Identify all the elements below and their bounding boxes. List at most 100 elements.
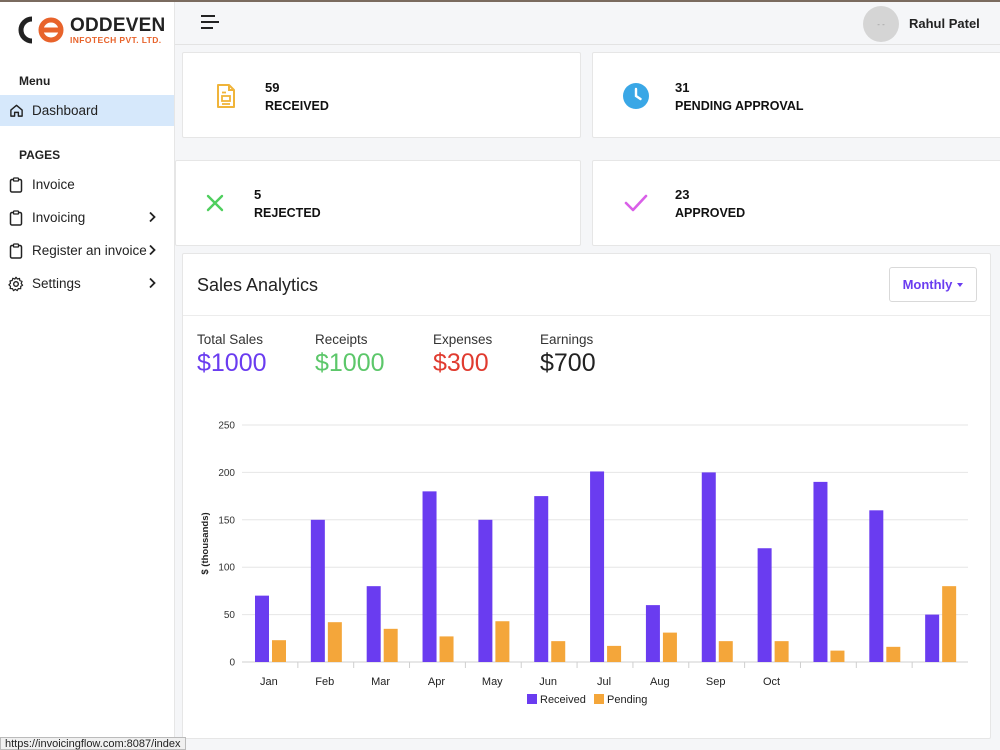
pages-heading: PAGES	[19, 148, 61, 162]
sidebar: ODDEVEN INFOTECH PVT. LTD. Menu Dashboar…	[0, 2, 175, 750]
sidebar-item-label: Invoicing	[32, 210, 86, 225]
x-tick-label: Mar	[371, 676, 390, 688]
bar-received	[310, 519, 325, 662]
bar-pending	[272, 640, 286, 662]
chevron-right-icon	[149, 277, 156, 289]
bar-received	[590, 471, 605, 662]
metric-label: Total Sales	[197, 332, 264, 347]
bar-received	[422, 491, 437, 662]
bar-pending	[551, 641, 566, 662]
stat-value: 31	[675, 80, 690, 95]
brand-mark-icon	[18, 16, 64, 44]
bar-pending	[774, 641, 789, 662]
received-icon-box	[197, 67, 254, 124]
bar-received	[478, 519, 493, 662]
sidebar-item-invoicing[interactable]: Invoicing	[0, 202, 174, 233]
stat-label: RECEIVED	[265, 99, 329, 113]
x-tick-label: Sep	[706, 676, 726, 688]
period-dropdown-label: Monthly	[902, 277, 953, 292]
x-tick-label: May	[482, 676, 503, 688]
stat-card-approved: 23 APPROVED	[592, 160, 1000, 246]
x-icon	[206, 194, 223, 211]
y-tick-label: 200	[218, 468, 235, 479]
clipboard-icon	[8, 209, 24, 226]
sidebar-item-label: Dashboard	[32, 103, 99, 118]
metric-label: Earnings	[540, 332, 594, 347]
bar-received	[813, 481, 828, 662]
top-header: - - Rahul Patel	[175, 2, 1000, 45]
legend-swatch-pending	[594, 694, 604, 704]
brand-logo[interactable]: ODDEVEN INFOTECH PVT. LTD.	[18, 14, 165, 46]
y-tick-label: 50	[224, 610, 236, 621]
stat-card-received: 59 RECEIVED	[182, 52, 581, 138]
gear-icon	[8, 276, 24, 292]
metric-total-sales: Total Sales $1000	[197, 332, 267, 378]
stat-card-pending-approval: 31 PENDING APPROVAL	[592, 52, 1000, 138]
chevron-right-icon	[149, 244, 156, 256]
stat-value: 5	[254, 187, 262, 202]
y-tick-label: 150	[218, 515, 235, 526]
menu-toggle-icon[interactable]	[201, 14, 219, 30]
sidebar-item-register-invoice[interactable]: Register an invoice	[0, 235, 174, 266]
metric-value: $1000	[315, 349, 385, 377]
x-tick-label: Aug	[650, 676, 670, 688]
brand-subtitle: INFOTECH PVT. LTD.	[70, 34, 162, 45]
sidebar-item-invoice[interactable]: Invoice	[0, 169, 174, 200]
clipboard-icon	[8, 176, 24, 193]
bar-pending	[830, 650, 845, 662]
sidebar-item-label: Register an invoice	[32, 243, 147, 258]
bar-pending	[607, 645, 622, 662]
bar-received	[757, 548, 772, 662]
metric-expenses: Expenses $300	[433, 332, 492, 378]
bar-pending	[439, 636, 454, 662]
document-icon	[216, 83, 235, 108]
stat-label: APPROVED	[675, 206, 746, 220]
sales-title: Sales Analytics	[197, 275, 319, 295]
metric-value: $300	[433, 349, 489, 377]
bar-received	[255, 595, 269, 662]
x-tick-label: Oct	[763, 676, 780, 688]
avatar[interactable]: - -	[863, 6, 899, 42]
bar-pending	[942, 586, 957, 662]
bar-received	[366, 586, 381, 662]
metric-receipts: Receipts $1000	[315, 332, 385, 378]
stat-label: PENDING APPROVAL	[675, 99, 804, 113]
stat-value: 23	[675, 187, 690, 202]
pending-icon-box	[607, 67, 664, 124]
y-tick-label: 250	[218, 421, 235, 432]
metric-value: $1000	[197, 349, 267, 377]
x-tick-label: Apr	[428, 676, 445, 688]
check-icon	[624, 194, 647, 211]
period-dropdown-button[interactable]: Monthly	[889, 267, 977, 302]
user-name[interactable]: Rahul Patel	[909, 16, 980, 31]
bar-pending	[327, 622, 342, 662]
clock-icon	[622, 82, 649, 109]
x-tick-label: Jun	[539, 676, 557, 688]
bar-pending	[662, 632, 677, 662]
home-icon	[8, 103, 24, 119]
sidebar-item-settings[interactable]: Settings	[0, 268, 174, 299]
metric-label: Expenses	[433, 332, 493, 347]
bar-received	[701, 472, 716, 662]
sales-bar-chart: 0 50 100 150 200 250 $ (thousands) Jan Feb Mar Apr…	[200, 421, 968, 706]
legend-label-pending: Pending	[607, 694, 647, 706]
chevron-right-icon	[149, 211, 156, 223]
menu-heading: Menu	[19, 74, 51, 88]
metric-label: Receipts	[315, 332, 368, 347]
clipboard-icon	[8, 242, 24, 259]
divider	[183, 315, 990, 316]
avatar-placeholder: - -	[877, 19, 885, 29]
bar-pending	[383, 628, 398, 662]
sidebar-item-dashboard[interactable]: Dashboard	[0, 95, 174, 126]
bar-pending	[495, 621, 510, 662]
y-axis-title: $ (thousands)	[200, 512, 211, 574]
rejected-icon-box	[186, 174, 243, 231]
approved-icon-box	[607, 174, 664, 231]
bar-received	[925, 614, 940, 662]
bar-pending	[886, 646, 901, 662]
legend-label-received: Received	[540, 694, 586, 706]
brand-name: ODDEVEN	[70, 14, 166, 36]
x-tick-label: Feb	[315, 676, 334, 688]
metric-value: $700	[540, 349, 596, 377]
sidebar-item-label: Settings	[32, 276, 81, 291]
